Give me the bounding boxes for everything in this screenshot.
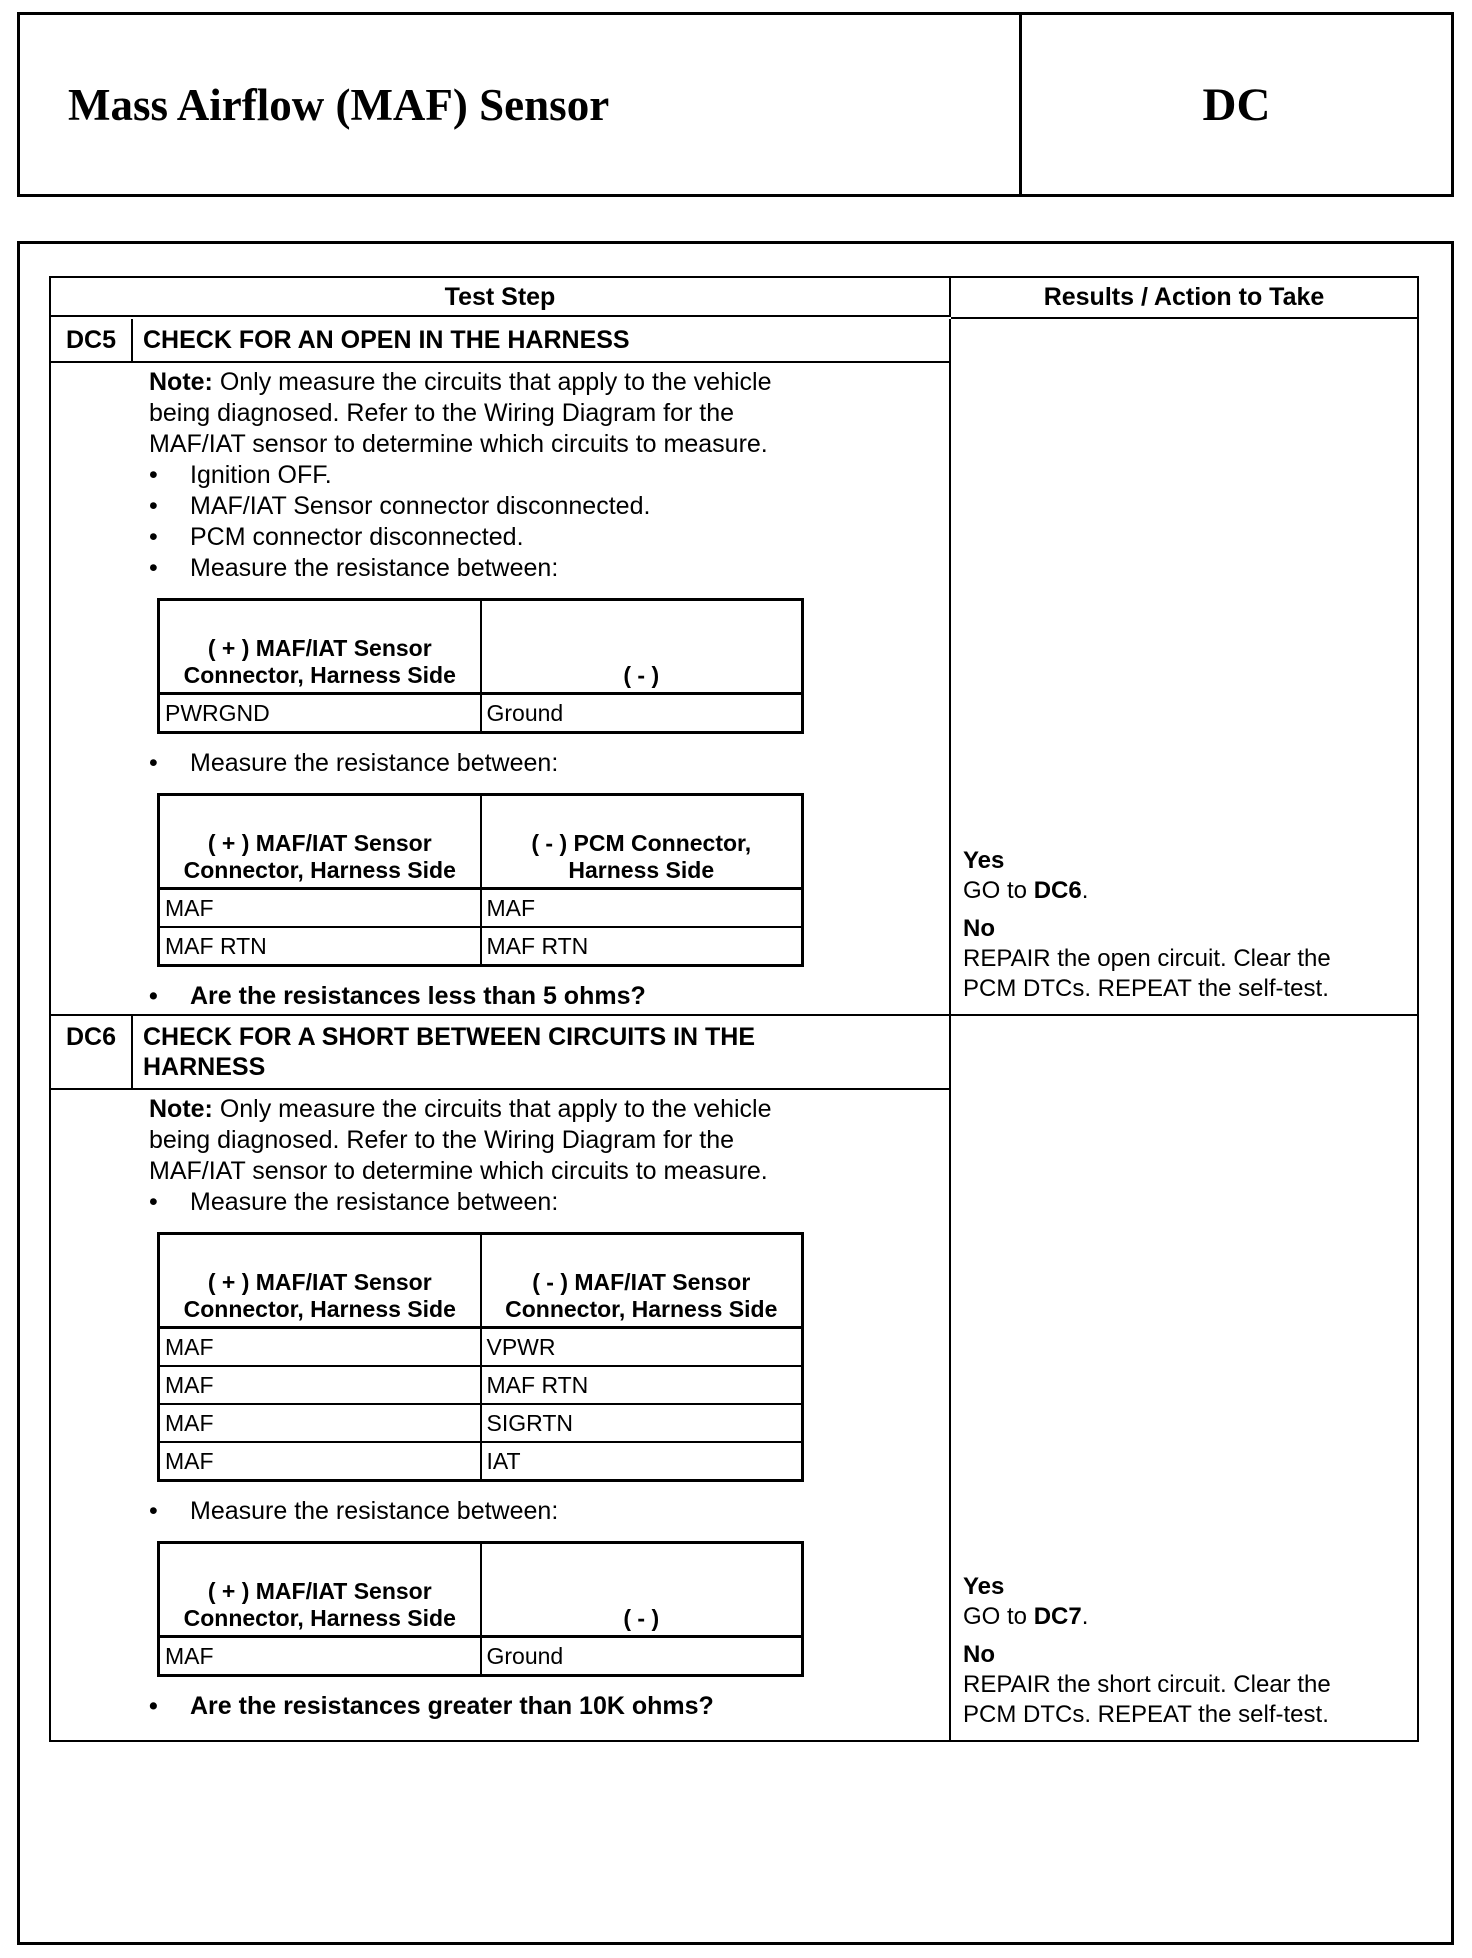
bullet: Measure the resistance between: bbox=[149, 1496, 949, 1527]
yes-label: Yes bbox=[963, 1573, 1005, 1600]
no-action: REPAIR the short circuit. Clear the bbox=[963, 1671, 1331, 1698]
question: Are the resistances less than 5 ohms? bbox=[149, 981, 949, 1012]
results-cell: Yes GO to DC6. No REPAIR the open circui… bbox=[951, 319, 1417, 1014]
table-row: MAF VPWR bbox=[157, 1326, 804, 1367]
no-action: PCM DTCs. REPEAT the self-test. bbox=[963, 975, 1329, 1002]
measurement-table: ( + ) MAF/IAT Sensor Connector, Harness … bbox=[157, 598, 804, 734]
page-header: Mass Airflow (MAF) Sensor DC bbox=[17, 12, 1454, 197]
table-header-minus: ( - ) bbox=[479, 598, 804, 695]
section-code: DC bbox=[1202, 78, 1271, 131]
table-header-plus: ( + ) MAF/IAT Sensor Connector, Harness … bbox=[157, 1232, 482, 1329]
step-dc5: DC5 CHECK FOR AN OPEN IN THE HARNESS Not… bbox=[51, 319, 1417, 1016]
step-body: Note: Only measure the circuits that app… bbox=[51, 363, 949, 1014]
step-title-row: DC5 CHECK FOR AN OPEN IN THE HARNESS bbox=[51, 319, 949, 363]
note-line: being diagnosed. Refer to the Wiring Dia… bbox=[149, 399, 735, 427]
note: Note: Only measure the circuits that app… bbox=[149, 1095, 772, 1123]
step-title: CHECK FOR AN OPEN IN THE HARNESS bbox=[143, 326, 630, 354]
results-cell: Yes GO to DC7. No REPAIR the short circu… bbox=[951, 1016, 1417, 1740]
measurement-table: ( + ) MAF/IAT Sensor Connector, Harness … bbox=[157, 1232, 804, 1482]
step-body: Note: Only measure the circuits that app… bbox=[51, 1090, 949, 1740]
bullet: Measure the resistance between: bbox=[149, 748, 949, 779]
table-row: PWRGND Ground bbox=[157, 692, 804, 734]
bullet: Ignition OFF. bbox=[149, 460, 949, 491]
no-label: No bbox=[963, 1641, 995, 1668]
no-action: REPAIR the open circuit. Clear the bbox=[963, 945, 1331, 972]
table-header-minus: ( - ) MAF/IAT Sensor Connector, Harness … bbox=[479, 1232, 804, 1329]
col-results: Results / Action to Take bbox=[951, 278, 1417, 319]
bullet: Measure the resistance between: bbox=[149, 1187, 949, 1218]
table-header-minus: ( - ) PCM Connector, Harness Side bbox=[479, 793, 804, 890]
table-row: MAF Ground bbox=[157, 1635, 804, 1677]
note: Note: Only measure the circuits that app… bbox=[149, 368, 772, 396]
bullet: MAF/IAT Sensor connector disconnected. bbox=[149, 491, 949, 522]
no-action: PCM DTCs. REPEAT the self-test. bbox=[963, 1701, 1329, 1728]
table-row: MAF SIGRTN bbox=[157, 1403, 804, 1443]
table-header-plus: ( + ) MAF/IAT Sensor Connector, Harness … bbox=[157, 598, 482, 695]
yes-label: Yes bbox=[963, 847, 1005, 874]
note-line: being diagnosed. Refer to the Wiring Dia… bbox=[149, 1126, 735, 1154]
step-dc6: DC6 CHECK FOR A SHORT BETWEEN CIRCUITS I… bbox=[51, 1016, 1417, 1740]
step-title-row: DC6 CHECK FOR A SHORT BETWEEN CIRCUITS I… bbox=[51, 1016, 949, 1090]
table-header-plus: ( + ) MAF/IAT Sensor Connector, Harness … bbox=[157, 793, 482, 890]
bullet: PCM connector disconnected. bbox=[149, 522, 949, 553]
measurement-table: ( + ) MAF/IAT Sensor Connector, Harness … bbox=[157, 1541, 804, 1677]
col-test-step: Test Step bbox=[51, 278, 951, 317]
note-line: MAF/IAT sensor to determine which circui… bbox=[149, 430, 768, 458]
step-code: DC5 bbox=[51, 319, 133, 361]
table-row: MAF RTN MAF RTN bbox=[157, 926, 804, 967]
note-line: MAF/IAT sensor to determine which circui… bbox=[149, 1157, 768, 1185]
table-row: MAF MAF RTN bbox=[157, 1365, 804, 1405]
no-label: No bbox=[963, 915, 995, 942]
table-header: Test Step Results / Action to Take bbox=[51, 278, 1417, 319]
step-code: DC6 bbox=[51, 1016, 133, 1088]
table-header-minus: ( - ) bbox=[479, 1541, 804, 1638]
step-title: CHECK FOR A SHORT BETWEEN CIRCUITS IN TH… bbox=[143, 1023, 756, 1081]
diagnostic-table: Test Step Results / Action to Take DC5 C… bbox=[49, 276, 1419, 1742]
bullet: Measure the resistance between: bbox=[149, 553, 949, 584]
question: Are the resistances greater than 10K ohm… bbox=[149, 1691, 949, 1722]
page-title: Mass Airflow (MAF) Sensor bbox=[20, 15, 1022, 194]
main-frame: Test Step Results / Action to Take DC5 C… bbox=[17, 241, 1454, 1945]
table-row: MAF MAF bbox=[157, 887, 804, 928]
table-header-plus: ( + ) MAF/IAT Sensor Connector, Harness … bbox=[157, 1541, 482, 1638]
table-row: MAF IAT bbox=[157, 1441, 804, 1482]
measurement-table: ( + ) MAF/IAT Sensor Connector, Harness … bbox=[157, 793, 804, 967]
yes-action: GO to DC6. bbox=[963, 877, 1089, 904]
yes-action: GO to DC7. bbox=[963, 1603, 1089, 1630]
